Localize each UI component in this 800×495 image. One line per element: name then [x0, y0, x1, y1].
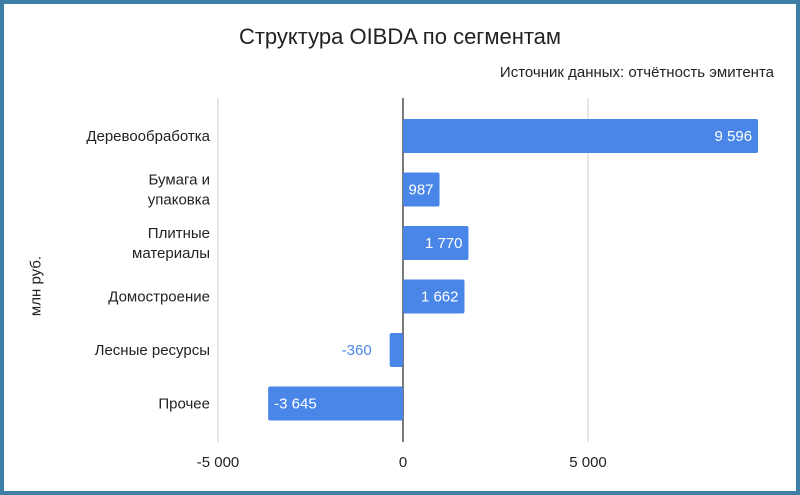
data-label: 9 596	[715, 128, 753, 145]
category-label: Прочее	[158, 396, 210, 413]
category-label-line: упаковка	[148, 192, 211, 209]
bar	[403, 279, 465, 314]
x-tick-label: 0	[399, 454, 407, 471]
x-tick-label: 5 000	[569, 454, 607, 471]
category-label: Плитные материалы	[132, 225, 210, 262]
category-label: Бумага и упаковка	[148, 172, 211, 209]
category-label-line: Домостроение	[108, 289, 210, 306]
data-label: 987	[408, 182, 433, 199]
category-label-line: Плитные	[148, 225, 210, 242]
category-label-line: Лесные ресурсы	[95, 342, 210, 359]
bar	[268, 386, 403, 421]
data-label: 1 770	[425, 235, 463, 252]
bar	[389, 333, 403, 367]
category-label: Деревообработка	[86, 128, 210, 145]
data-label: -3 645	[274, 396, 317, 413]
category-label-line: Прочее	[158, 396, 210, 413]
category-label-line: Бумага и	[148, 172, 210, 189]
category-label: Домостроение	[108, 289, 210, 306]
chart-subtitle: Источник данных: отчётность эмитента	[499, 64, 774, 81]
data-label: -360	[342, 342, 372, 359]
bar	[403, 119, 759, 153]
bar	[403, 226, 469, 260]
category-label-line: материалы	[132, 245, 210, 262]
chart-title: Структура OIBDA по сегментам	[238, 24, 562, 49]
bar	[403, 172, 440, 207]
category-label-line: Деревообработка	[86, 128, 210, 145]
category-label: Лесные ресурсы	[95, 342, 210, 359]
data-label: 1 662	[421, 289, 459, 306]
x-tick-label: -5 000	[197, 454, 240, 471]
